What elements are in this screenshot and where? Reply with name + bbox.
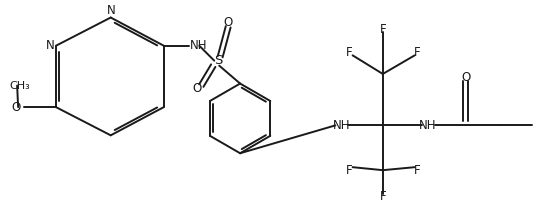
Text: F: F: [414, 164, 421, 177]
Text: F: F: [414, 46, 421, 59]
Text: F: F: [379, 23, 386, 36]
Text: F: F: [346, 164, 353, 177]
Text: CH₃: CH₃: [9, 80, 30, 90]
Text: NH: NH: [419, 119, 436, 132]
Text: O: O: [193, 82, 202, 95]
Text: F: F: [346, 46, 353, 59]
Text: NH: NH: [332, 119, 350, 132]
Text: NH: NH: [190, 39, 208, 52]
Text: O: O: [461, 71, 471, 84]
Text: N: N: [107, 4, 116, 16]
Text: N: N: [46, 39, 55, 52]
Text: F: F: [379, 190, 386, 203]
Text: O: O: [12, 101, 21, 114]
Text: S: S: [214, 54, 222, 67]
Text: O: O: [224, 16, 233, 29]
